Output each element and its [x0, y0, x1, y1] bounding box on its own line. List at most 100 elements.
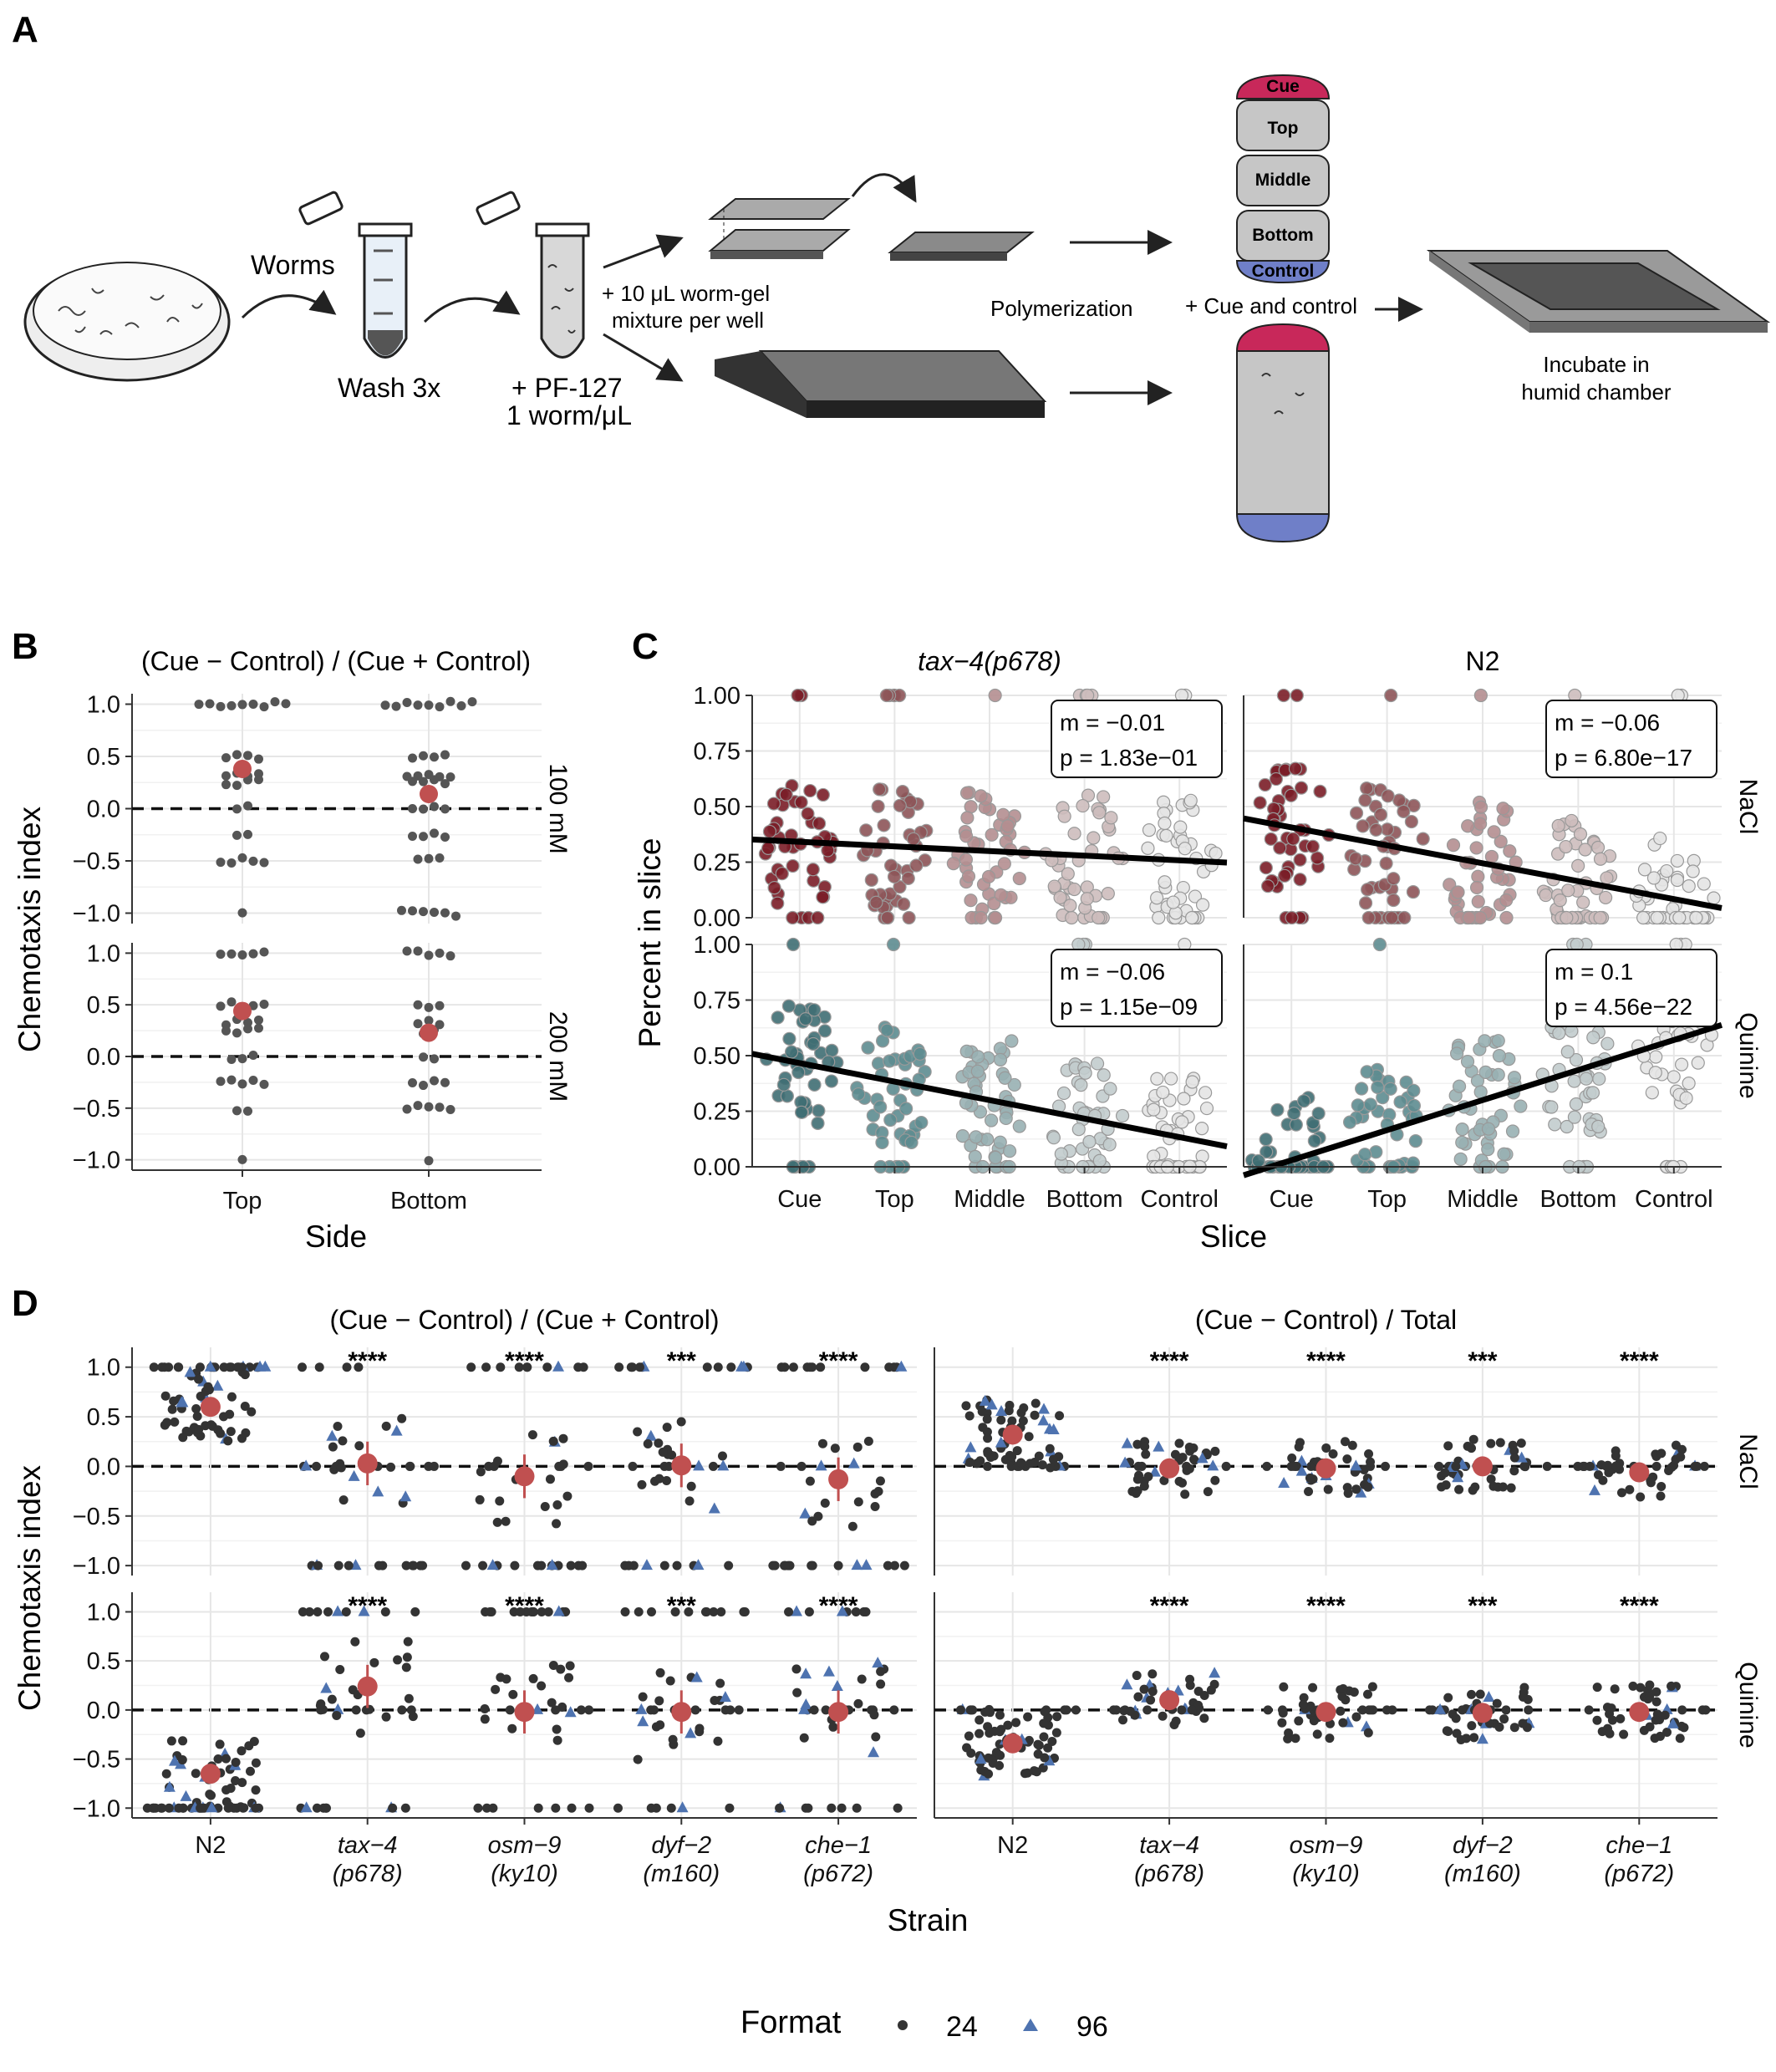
panel-d-significance: ****	[1620, 1592, 1659, 1620]
cue-control-label: + Cue and control	[1185, 293, 1357, 318]
panel-d-mean	[1002, 1733, 1023, 1754]
panel-d-point-24	[380, 1606, 390, 1616]
panel-c-point	[803, 783, 817, 798]
panel-c-ylabel: Percent in slice	[633, 838, 667, 1048]
panel-c-point	[1355, 1082, 1369, 1096]
panel-c-point	[1276, 688, 1291, 703]
panel-d-point-24	[1469, 1733, 1479, 1743]
humid-chamber-icon	[1426, 250, 1771, 333]
panel-d-point-24	[552, 1519, 562, 1529]
panel-c-point	[1697, 877, 1711, 891]
panel-c-point	[1078, 1066, 1092, 1080]
panel-c-point	[902, 910, 916, 925]
panel-c-x-tick-label: Control	[1635, 1186, 1713, 1213]
panel-d-point-24	[397, 1705, 407, 1715]
panel-d-point-24	[492, 1517, 502, 1527]
panel-d-point-24	[1679, 1723, 1689, 1733]
panel-d-point-24	[1221, 1461, 1231, 1471]
panel-d-point-24	[402, 1652, 412, 1662]
panel-d-point-24	[231, 1775, 241, 1785]
panel-c-point	[1270, 1102, 1285, 1117]
panel-c-point	[906, 832, 921, 846]
panel-d-point-24	[1651, 1697, 1662, 1707]
panel-d-point-24	[1159, 1475, 1169, 1485]
panel-c-point	[1369, 1145, 1383, 1159]
panel-d-point-24	[665, 1676, 675, 1686]
panel-c-point	[1101, 887, 1115, 901]
panel-d-point-24	[796, 1461, 807, 1471]
panel-c-point	[1293, 873, 1307, 887]
panel-d-point-24	[1034, 1740, 1044, 1750]
panel-c-point	[1496, 802, 1510, 816]
panel-d-point-24	[1052, 1712, 1062, 1722]
panel-c-slope-label: m = −0.06	[1060, 959, 1165, 985]
panel-c-point	[1360, 1065, 1374, 1079]
wash-label: Wash 3x	[338, 373, 440, 403]
panel-d-point-24	[1174, 1438, 1184, 1448]
panel-d-point-24	[1279, 1682, 1289, 1692]
panel-c-point	[824, 1074, 839, 1088]
panel-d-strain-label: N2	[195, 1832, 226, 1859]
panel-b-mean	[420, 785, 438, 803]
panel-d-point-24	[226, 1392, 237, 1402]
panel-d-point-24	[201, 1421, 211, 1431]
panel-d-tick-label: −0.5	[73, 1747, 120, 1774]
panel-c-point	[959, 829, 974, 843]
panel-d-point-96	[975, 1753, 987, 1764]
panel-b-point	[430, 907, 439, 917]
panel-b-point	[221, 771, 231, 781]
panel-d-point-96	[1037, 1414, 1050, 1426]
panel-d-point-24	[1132, 1474, 1142, 1484]
panel-d-point-96	[300, 1801, 313, 1813]
panel-d-point-24	[374, 1560, 384, 1571]
panel-d-strain-label: dyf−2	[1453, 1832, 1513, 1859]
panel-d-point-96	[184, 1366, 196, 1377]
panel-b-point	[430, 1054, 439, 1064]
panel-d-tick-label: 1.0	[87, 1355, 120, 1382]
panel-d-point-24	[1005, 1400, 1015, 1410]
slide-stack-icon	[708, 198, 851, 259]
panel-d-point-24	[654, 1474, 664, 1484]
panel-b-point	[413, 1101, 423, 1111]
panel-d-point-24	[231, 1758, 241, 1768]
panel-c-point	[1571, 858, 1585, 873]
panel-c-point	[1586, 1031, 1600, 1045]
panel-d-point-24	[169, 1396, 179, 1406]
panel-c-point	[1473, 817, 1488, 831]
panel-c-point	[775, 867, 789, 881]
gel-tube-icon	[476, 191, 590, 359]
panel-d-point-24	[1518, 1718, 1528, 1728]
panel-c-point	[1007, 1077, 1021, 1092]
panel-c-point	[1264, 832, 1278, 846]
panel-d-point-24	[1020, 1769, 1030, 1779]
panel-d-point-24	[547, 1698, 557, 1708]
panel-d-point-24	[828, 1722, 838, 1732]
panel-b-point	[259, 702, 269, 712]
panel-d-point-24	[726, 1362, 736, 1372]
panel-d-point-24	[884, 1362, 894, 1372]
panel-d-point-24	[406, 1705, 416, 1715]
panel-d-point-24	[1467, 1721, 1477, 1731]
panel-c-point	[1384, 688, 1398, 703]
panel-c-point	[1372, 937, 1387, 952]
panel-c-point	[1081, 788, 1096, 802]
panel-c-point	[1173, 820, 1188, 834]
panel-d-point-24	[1024, 1432, 1034, 1442]
panel-d-strain-label: dyf−2	[651, 1832, 711, 1859]
panel-c-pvalue-label: p = 4.56e−22	[1555, 994, 1692, 1020]
panel-d-point-24	[1451, 1461, 1461, 1471]
panel-d-point-24	[213, 1754, 223, 1764]
panel-d-point-24	[369, 1657, 379, 1667]
panel-d-point-24	[478, 1560, 488, 1571]
panel-d-point-24	[164, 1803, 174, 1813]
panel-b-point	[248, 699, 258, 709]
panel-d-point-24	[684, 1496, 695, 1506]
panel-c-point	[1559, 839, 1573, 854]
panel-d-point-24	[1655, 1731, 1665, 1741]
panel-c-point	[786, 858, 800, 873]
panel-c-point	[1592, 1072, 1606, 1086]
panel-d-point-24	[1492, 1698, 1502, 1708]
panel-d-point-24	[338, 1495, 349, 1505]
panel-c-point	[1056, 1086, 1071, 1101]
panel-c-point	[981, 869, 996, 884]
